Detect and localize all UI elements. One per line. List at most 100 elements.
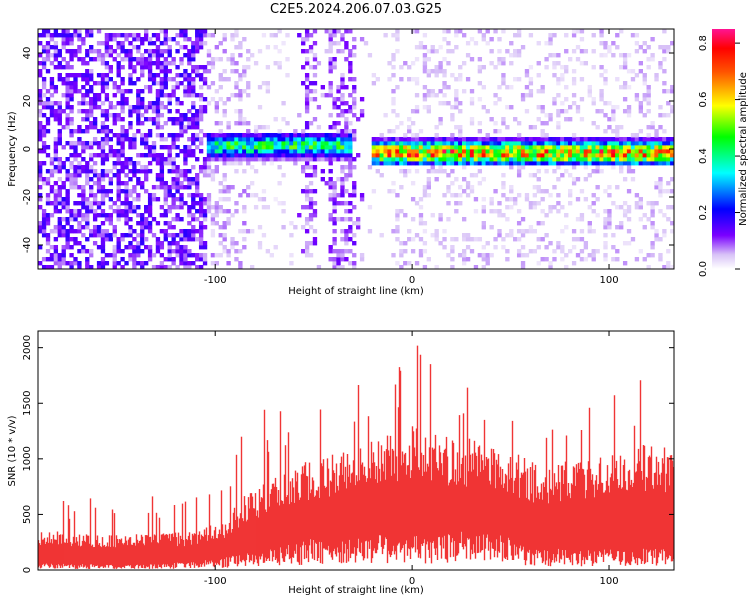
heatmap-cell: [163, 233, 168, 238]
heatmap-cell: [65, 33, 70, 38]
heatmap-cell: [395, 149, 400, 154]
heatmap-cell: [603, 69, 608, 74]
heatmap-cell: [273, 141, 278, 146]
heatmap-cell: [89, 121, 94, 126]
heatmap-cell: [218, 157, 223, 162]
heatmap-cell: [265, 65, 271, 70]
colorbar-tick-label: 0.4: [698, 148, 709, 164]
heatmap-cell: [269, 33, 274, 38]
heatmap-cell: [108, 189, 113, 194]
heatmap-cell: [195, 181, 200, 186]
heatmap-cell: [391, 97, 396, 102]
heatmap-cell: [520, 137, 526, 142]
heatmap-cell: [469, 145, 475, 150]
heatmap-cell: [552, 137, 557, 142]
heatmap-cell: [112, 93, 117, 98]
heatmap-cell: [167, 49, 172, 54]
heatmap-cell: [516, 221, 522, 226]
heatmap-cell: [108, 197, 113, 202]
heatmap-cell: [556, 209, 561, 214]
heatmap-cell: [662, 137, 667, 142]
heatmap-cell: [418, 129, 424, 134]
y-tick-label: 0: [22, 567, 33, 573]
heatmap-cell: [344, 217, 349, 222]
heatmap-cell: [501, 213, 506, 218]
heatmap-cell: [312, 173, 318, 178]
heatmap-cell: [57, 189, 62, 194]
heatmap-cell: [140, 121, 145, 126]
heatmap-cell: [403, 173, 408, 178]
heatmap-cell: [289, 137, 294, 142]
heatmap-cell: [418, 217, 424, 222]
heatmap-cell: [128, 33, 133, 38]
heatmap-cell: [96, 205, 102, 210]
heatmap-cell: [422, 149, 428, 154]
heatmap-cell: [136, 49, 141, 54]
heatmap-cell: [336, 113, 341, 118]
heatmap-cell: [206, 133, 212, 138]
heatmap-cell: [73, 241, 78, 246]
heatmap-cell: [344, 209, 349, 214]
heatmap-cell: [658, 141, 663, 146]
heatmap-cell: [73, 169, 78, 174]
heatmap-cell: [38, 193, 43, 198]
heatmap-cell: [167, 233, 172, 238]
heatmap-cell: [218, 225, 223, 230]
heatmap-cell: [450, 153, 455, 158]
heatmap-cell: [108, 77, 113, 82]
heatmap-cell: [509, 189, 514, 194]
heatmap-cell: [622, 85, 628, 90]
heatmap-cell: [226, 125, 231, 130]
heatmap-cell: [540, 189, 545, 194]
heatmap-cell: [497, 153, 502, 158]
heatmap-cell: [524, 149, 530, 154]
heatmap-cell: [242, 153, 247, 158]
heatmap-cell: [575, 145, 581, 150]
heatmap-cell: [650, 153, 655, 158]
heatmap-cell: [41, 233, 47, 238]
heatmap-cell: [575, 29, 581, 34]
heatmap-cell: [136, 249, 141, 254]
heatmap-cell: [336, 129, 341, 134]
heatmap-cell: [395, 145, 400, 150]
heatmap-cell: [501, 193, 506, 198]
heatmap-cell: [238, 149, 243, 154]
heatmap-cell: [556, 157, 561, 162]
heatmap-cell: [155, 249, 161, 254]
heatmap-cell: [155, 97, 161, 102]
heatmap-cell: [100, 101, 106, 106]
heatmap-cell: [493, 149, 498, 154]
heatmap-cell: [210, 173, 216, 178]
heatmap-cell: [155, 241, 161, 246]
heatmap-cell: [650, 253, 655, 258]
heatmap-cell: [611, 245, 616, 250]
heatmap-cell: [155, 177, 161, 182]
heatmap-cell: [45, 117, 51, 122]
heatmap-cell: [183, 145, 188, 150]
heatmap-cell: [344, 101, 349, 106]
heatmap-cell: [144, 117, 149, 122]
heatmap-cell: [465, 233, 471, 238]
heatmap-cell: [65, 41, 70, 46]
heatmap-cell: [53, 137, 59, 142]
heatmap-cell: [622, 153, 628, 158]
heatmap-cell: [116, 197, 121, 202]
heatmap-cell: [128, 53, 133, 58]
heatmap-cell: [650, 213, 655, 218]
heatmap-cell: [57, 49, 62, 54]
heatmap-cell: [524, 253, 530, 258]
heatmap-cell: [128, 229, 133, 234]
heatmap-cell: [202, 217, 208, 222]
heatmap-cell: [536, 41, 541, 46]
heatmap-cell: [619, 153, 624, 158]
heatmap-cell: [520, 145, 526, 150]
heatmap-cell: [163, 257, 168, 262]
heatmap-cell: [336, 29, 341, 34]
heatmap-cell: [128, 61, 133, 66]
heatmap-cell: [77, 73, 82, 78]
heatmap-cell: [147, 253, 153, 258]
heatmap-cell: [69, 57, 74, 62]
heatmap-cell: [96, 173, 102, 178]
heatmap-cell: [348, 193, 353, 198]
heatmap-cell: [163, 197, 168, 202]
